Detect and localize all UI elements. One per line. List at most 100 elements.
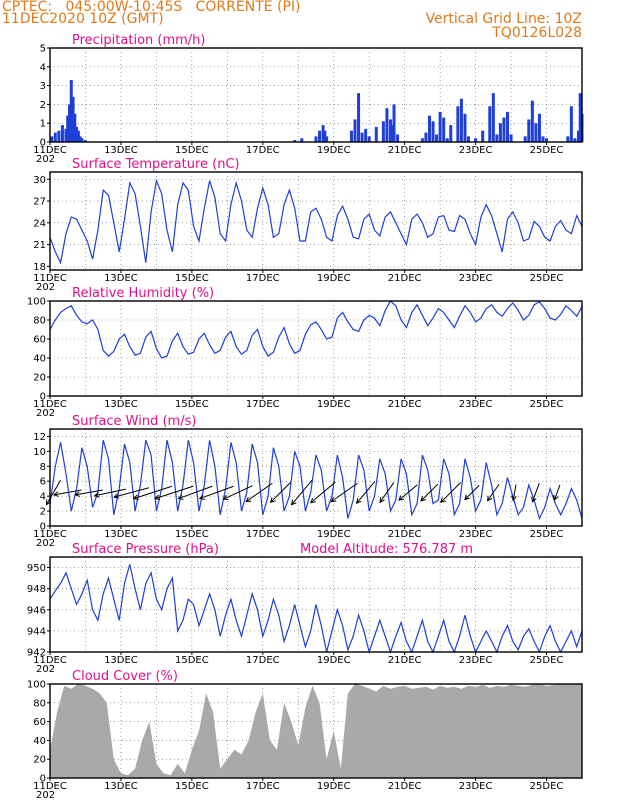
precip-bar xyxy=(566,136,570,142)
y-tick-label: 12 xyxy=(33,432,46,443)
precip-bar xyxy=(502,117,506,142)
wind-arrow-shaft xyxy=(46,480,61,505)
precip-bar xyxy=(83,140,87,142)
wind-arrow-shaft xyxy=(532,482,540,502)
precip-bar xyxy=(388,119,392,142)
precip-bar xyxy=(360,132,364,142)
precip-bar xyxy=(353,119,357,142)
precip-bar xyxy=(495,134,499,142)
precip-bar xyxy=(545,138,549,142)
x-date-label: 25DEC xyxy=(530,529,564,540)
cloud-frame xyxy=(49,683,583,779)
precip-bar xyxy=(396,134,400,142)
wind-arrow-head xyxy=(379,497,385,504)
precip-title: Precipitation (mm/h) xyxy=(72,33,205,48)
year-cut-label: 202 xyxy=(36,408,55,419)
precip-bar xyxy=(314,136,318,142)
y-tick-label: 0 xyxy=(40,522,46,533)
x-date-label: 19DEC xyxy=(317,145,351,156)
wind-arrow-head xyxy=(310,497,316,504)
wind-arrow-head xyxy=(52,491,59,497)
wind-arrow-head xyxy=(74,491,81,497)
chart-header: CPTEC: 045:00W-10:45S CORRENTE (PI) 11DE… xyxy=(0,0,618,48)
precip-bar xyxy=(50,136,54,142)
x-date-label: 25DEC xyxy=(530,273,564,284)
y-tick-label: 21 xyxy=(33,240,46,251)
precip-bar xyxy=(573,138,577,142)
wind-arrow-shaft xyxy=(464,484,480,500)
wind-arrow-head xyxy=(290,499,297,506)
precip-bar xyxy=(474,138,478,142)
precip-bar xyxy=(293,140,297,142)
y-tick-label: 4 xyxy=(40,492,46,503)
y-tick-label: 0 xyxy=(40,138,46,149)
x-date-label: 13DEC xyxy=(104,399,138,410)
x-date-label: 13DEC xyxy=(104,145,138,156)
wind-arrow-shaft xyxy=(94,488,127,497)
y-tick-label: 0 xyxy=(40,774,46,785)
precip-bar xyxy=(349,130,353,142)
x-date-label: 21DEC xyxy=(388,655,422,666)
year-cut-label: 202 xyxy=(36,790,55,800)
temp-frame xyxy=(49,171,583,271)
wind-arrow-head xyxy=(440,497,446,504)
precip-bar xyxy=(385,108,389,142)
precip-bar xyxy=(66,115,70,142)
precip-bar xyxy=(541,136,545,142)
precip-bar xyxy=(64,128,68,142)
cloud-title: Cloud Cover (%) xyxy=(72,669,178,684)
x-date-label: 17DEC xyxy=(246,529,280,540)
y-tick-label: 2 xyxy=(40,100,46,111)
precip-bar xyxy=(75,126,79,142)
wind-arrow-shaft xyxy=(154,485,194,500)
precip-bar xyxy=(364,128,368,142)
x-date-label: 11DEC xyxy=(33,655,67,666)
precip-bar xyxy=(534,123,538,142)
x-date-label: 21DEC xyxy=(388,273,422,284)
x-date-label: 15DEC xyxy=(175,781,209,792)
wind-arrow-shaft xyxy=(270,482,291,503)
precip-bar xyxy=(323,130,327,142)
x-date-label: 11DEC xyxy=(33,399,67,410)
grid-line-note: Vertical Grid Line: 10Z xyxy=(425,11,582,27)
wind-arrow-shaft xyxy=(330,482,358,503)
wind-arrow-head xyxy=(398,495,405,501)
precip-bar xyxy=(78,136,82,142)
precip-bar xyxy=(569,106,573,142)
x-date-label: 17DEC xyxy=(246,273,280,284)
model-id-label: TQ0126L028 xyxy=(492,25,582,41)
x-date-label: 19DEC xyxy=(317,273,351,284)
y-tick-label: 40 xyxy=(33,736,46,747)
year-cut-label: 202 xyxy=(36,154,55,165)
x-date-label: 11DEC xyxy=(33,273,67,284)
location-title: CPTEC: 045:00W-10:45S CORRENTE (PI) xyxy=(2,0,301,15)
precip-bar xyxy=(537,113,541,142)
precip-bar xyxy=(527,119,531,142)
precip-bar xyxy=(438,111,442,142)
y-tick-label: 20 xyxy=(33,755,46,766)
x-date-label: 15DEC xyxy=(175,399,209,410)
precip-bar xyxy=(427,115,431,142)
precip-bar xyxy=(318,130,322,142)
x-date-label: 17DEC xyxy=(246,399,280,410)
x-date-label: 19DEC xyxy=(317,529,351,540)
precip-bar xyxy=(445,138,449,142)
x-date-label: 23DEC xyxy=(459,273,493,284)
x-date-label: 11DEC xyxy=(33,781,67,792)
precip-bar xyxy=(506,111,510,142)
x-date-label: 15DEC xyxy=(175,655,209,666)
wind-arrow-head xyxy=(531,496,537,503)
wind-arrow-head xyxy=(464,494,470,501)
y-tick-label: 948 xyxy=(27,584,46,595)
rh-title: Relative Humidity (%) xyxy=(72,286,214,301)
precip-bar xyxy=(467,136,471,142)
temp-series-line xyxy=(49,178,583,265)
wind-arrow-shaft xyxy=(223,485,253,500)
y-tick-label: 0 xyxy=(40,392,46,403)
wind-arrow-shaft xyxy=(133,485,173,500)
precip-bar xyxy=(357,93,361,142)
precip-bar xyxy=(367,136,371,142)
wind-arrow-head xyxy=(177,494,184,500)
x-date-label: 13DEC xyxy=(104,781,138,792)
y-tick-label: 18 xyxy=(33,262,46,273)
